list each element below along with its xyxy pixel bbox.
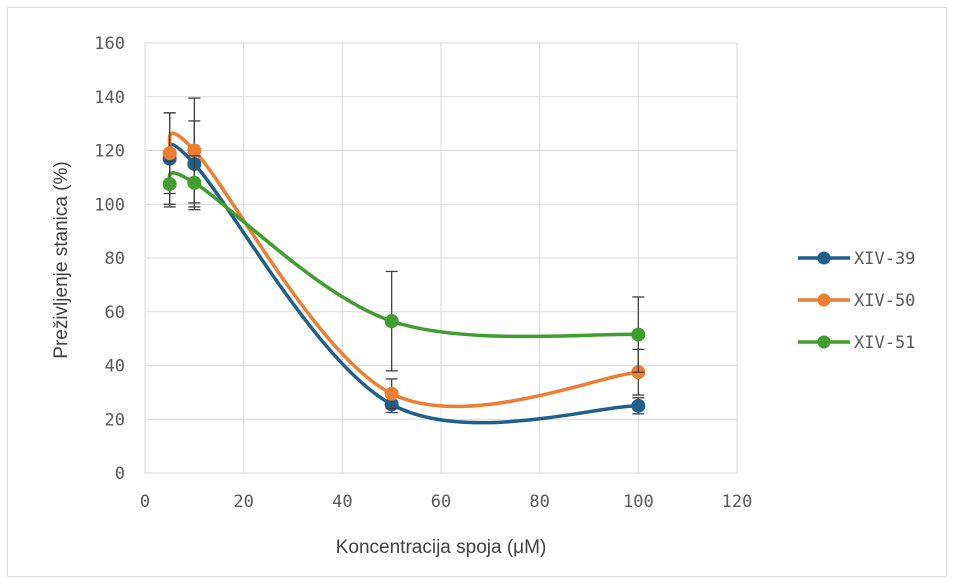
x-tick-label: 120 xyxy=(722,492,753,512)
data-point xyxy=(187,143,202,158)
data-point xyxy=(631,327,646,342)
legend-item-XIV-39: XIV-39 xyxy=(798,249,915,269)
y-tick-label: 20 xyxy=(105,410,125,430)
x-tick-label: 80 xyxy=(529,492,549,512)
y-tick-label: 60 xyxy=(105,303,125,323)
chart-frame xyxy=(7,7,947,577)
grid-lines xyxy=(144,42,738,474)
legend: XIV-39 XIV-50 XIV-51 xyxy=(798,249,915,353)
data-point xyxy=(384,386,399,401)
data-point xyxy=(187,175,202,190)
data-point xyxy=(162,177,177,192)
y-axis-title: Preživljenje stanica (%) xyxy=(51,161,72,358)
y-tick-label: 160 xyxy=(94,34,125,54)
y-tick-label: 80 xyxy=(105,249,125,269)
series-XIV-51 xyxy=(162,155,646,373)
x-tick-label: 100 xyxy=(623,492,654,512)
legend-item-XIV-50: XIV-50 xyxy=(798,291,915,311)
data-point xyxy=(384,314,399,329)
legend-marker xyxy=(817,293,831,307)
series-XIV-50 xyxy=(162,97,646,410)
legend-item-XIV-51: XIV-51 xyxy=(798,333,915,353)
x-tick-label: 20 xyxy=(233,492,253,512)
y-tick-label: 140 xyxy=(94,88,125,108)
legend-label: XIV-51 xyxy=(854,333,915,353)
x-tick-label: 40 xyxy=(332,492,352,512)
data-point xyxy=(631,398,646,413)
y-tick-label: 100 xyxy=(94,195,125,215)
data-point xyxy=(162,146,177,161)
series-line xyxy=(167,131,639,409)
y-tick-label: 40 xyxy=(105,357,125,377)
series-layer xyxy=(162,97,646,425)
tick-labels: 0 20 40 60 80 100 120 140 160 0 20 40 60 80 100 120 xyxy=(94,34,752,512)
legend-label: XIV-39 xyxy=(854,249,915,269)
series-line xyxy=(167,171,639,339)
legend-label: XIV-50 xyxy=(854,291,915,311)
x-tick-label: 60 xyxy=(431,492,451,512)
x-tick-label: 0 xyxy=(140,492,150,512)
y-tick-label: 120 xyxy=(94,142,125,162)
series-line xyxy=(167,142,639,425)
series-XIV-39 xyxy=(162,112,646,425)
legend-marker xyxy=(817,251,831,265)
y-tick-label: 0 xyxy=(115,464,125,484)
x-axis-title: Koncentracija spoja (μM) xyxy=(336,537,547,558)
legend-marker xyxy=(817,335,831,349)
